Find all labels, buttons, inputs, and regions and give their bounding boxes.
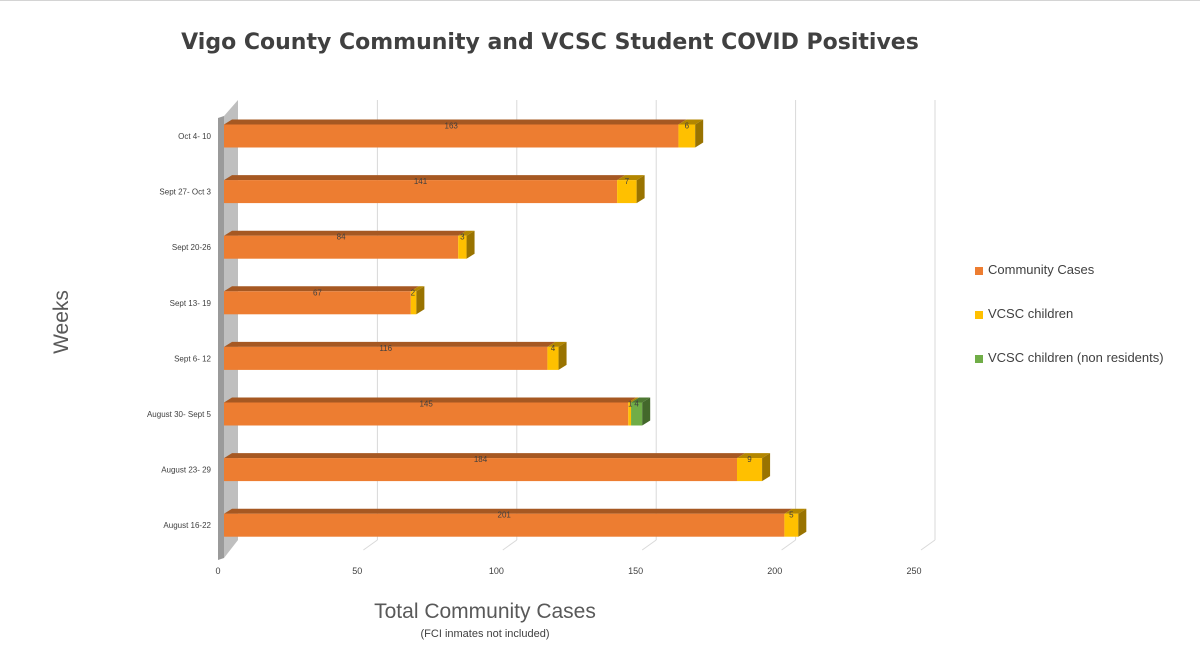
legend-swatch xyxy=(975,267,983,275)
chart-title: Vigo County Community and VCSC Student C… xyxy=(181,30,919,55)
bar-community-cases xyxy=(224,124,679,148)
bar-community-cases xyxy=(224,513,785,537)
bar-vcsc-children xyxy=(628,402,632,426)
axis-wall-edge xyxy=(218,116,224,560)
data-label: 2 xyxy=(411,288,416,297)
bar-vcsc-children-side xyxy=(798,508,807,537)
bar-community-cases xyxy=(224,458,737,482)
gridline-foot xyxy=(920,539,936,551)
gridline-foot xyxy=(363,539,378,551)
x-tick-label: 50 xyxy=(352,566,362,576)
bar-vcsc-children-top xyxy=(784,508,807,514)
data-label: 84 xyxy=(337,233,346,242)
data-label: 67 xyxy=(313,288,322,297)
y-axis-title: Weeks xyxy=(50,290,73,354)
x-tick-label: 0 xyxy=(215,566,220,576)
data-label: 201 xyxy=(498,511,512,520)
bar-vcsc-children xyxy=(678,124,696,148)
bar-community-cases xyxy=(224,346,548,370)
bar-vcsc-children-top xyxy=(628,397,640,403)
gridline-foot xyxy=(502,539,518,551)
bar-vcsc-children-non-residents-side xyxy=(642,397,651,426)
bar-vcsc-children xyxy=(736,458,763,482)
bar-vcsc-children-side xyxy=(558,341,567,370)
y-tick-label: August 16-22 xyxy=(163,521,211,530)
bar-vcsc-children-side xyxy=(466,230,475,259)
bar-vcsc-children xyxy=(547,346,559,370)
bar-community-cases-top xyxy=(224,286,419,292)
bar-vcsc-children-side xyxy=(695,119,704,148)
y-tick-label: Oct 4- 10 xyxy=(178,132,211,141)
data-label: 184 xyxy=(474,455,488,464)
top-window-edge xyxy=(0,0,1200,4)
x-tick-label: 200 xyxy=(767,566,782,576)
legend-swatch xyxy=(975,355,983,363)
bar-community-cases-top xyxy=(224,230,467,236)
axis-wall xyxy=(224,100,238,558)
data-label: 141 xyxy=(414,177,428,186)
bar-vcsc-children xyxy=(410,291,417,315)
bar-vcsc-children xyxy=(784,513,799,537)
data-label: 9 xyxy=(747,455,752,464)
bar-community-cases-top xyxy=(224,397,637,403)
x-axis-note: (FCI inmates not included) xyxy=(420,628,550,640)
bar-vcsc-children-top xyxy=(678,119,704,125)
bar-vcsc-children-top xyxy=(547,341,567,347)
y-tick-label: August 23- 29 xyxy=(161,466,211,475)
bar-community-cases-top xyxy=(224,119,687,125)
y-tick-label: Sept 27- Oct 3 xyxy=(159,188,211,197)
bar-vcsc-children-top xyxy=(617,175,645,181)
data-label: 4 xyxy=(551,344,556,353)
bar-vcsc-children xyxy=(617,180,637,204)
data-label: 1 xyxy=(628,400,633,409)
bar-community-cases xyxy=(224,235,459,259)
x-tick-label: 150 xyxy=(628,566,643,576)
bar-community-cases-top xyxy=(224,453,745,459)
bar-community-cases xyxy=(224,402,629,426)
bar-vcsc-children-side xyxy=(416,286,425,315)
bar-vcsc-children-side xyxy=(636,175,645,204)
bar-community-cases-top xyxy=(224,175,626,181)
gridline-foot xyxy=(641,539,657,551)
bar-vcsc-children-side xyxy=(762,453,771,482)
legend-swatch xyxy=(975,311,983,319)
data-label: 3 xyxy=(460,233,465,242)
data-label: 7 xyxy=(625,177,630,186)
y-tick-label: August 30- Sept 5 xyxy=(147,410,212,419)
bar-vcsc-children xyxy=(458,235,467,259)
x-tick-label: 250 xyxy=(906,566,921,576)
bar-community-cases xyxy=(224,291,411,315)
bar-community-cases xyxy=(224,180,618,204)
y-tick-label: Sept 6- 12 xyxy=(174,354,211,363)
bar-community-cases-top xyxy=(224,508,793,514)
data-label: 163 xyxy=(445,122,459,131)
data-label: 4 xyxy=(634,400,639,409)
data-label: 145 xyxy=(419,400,433,409)
y-tick-label: Sept 20-26 xyxy=(172,243,212,252)
legend-label: VCSC children (non residents) xyxy=(988,350,1164,365)
bar-vcsc-children-top xyxy=(736,453,771,459)
bar-vcsc-children-top xyxy=(410,286,425,292)
bar-vcsc-children-non-residents-top xyxy=(631,397,651,403)
gridline-foot xyxy=(781,539,796,551)
x-axis-title: Total Community Cases xyxy=(374,600,596,623)
data-label: 6 xyxy=(685,122,690,131)
legend-label: Community Cases xyxy=(988,262,1095,277)
legend-label: VCSC children xyxy=(988,306,1074,321)
data-label: 116 xyxy=(379,344,392,353)
bar-community-cases-top xyxy=(224,341,556,347)
bar-vcsc-children-top xyxy=(458,230,475,236)
bar-vcsc-children-non-residents xyxy=(631,402,643,426)
y-tick-label: Sept 13- 19 xyxy=(170,299,212,308)
data-label: 5 xyxy=(789,511,794,520)
x-tick-label: 100 xyxy=(489,566,504,576)
